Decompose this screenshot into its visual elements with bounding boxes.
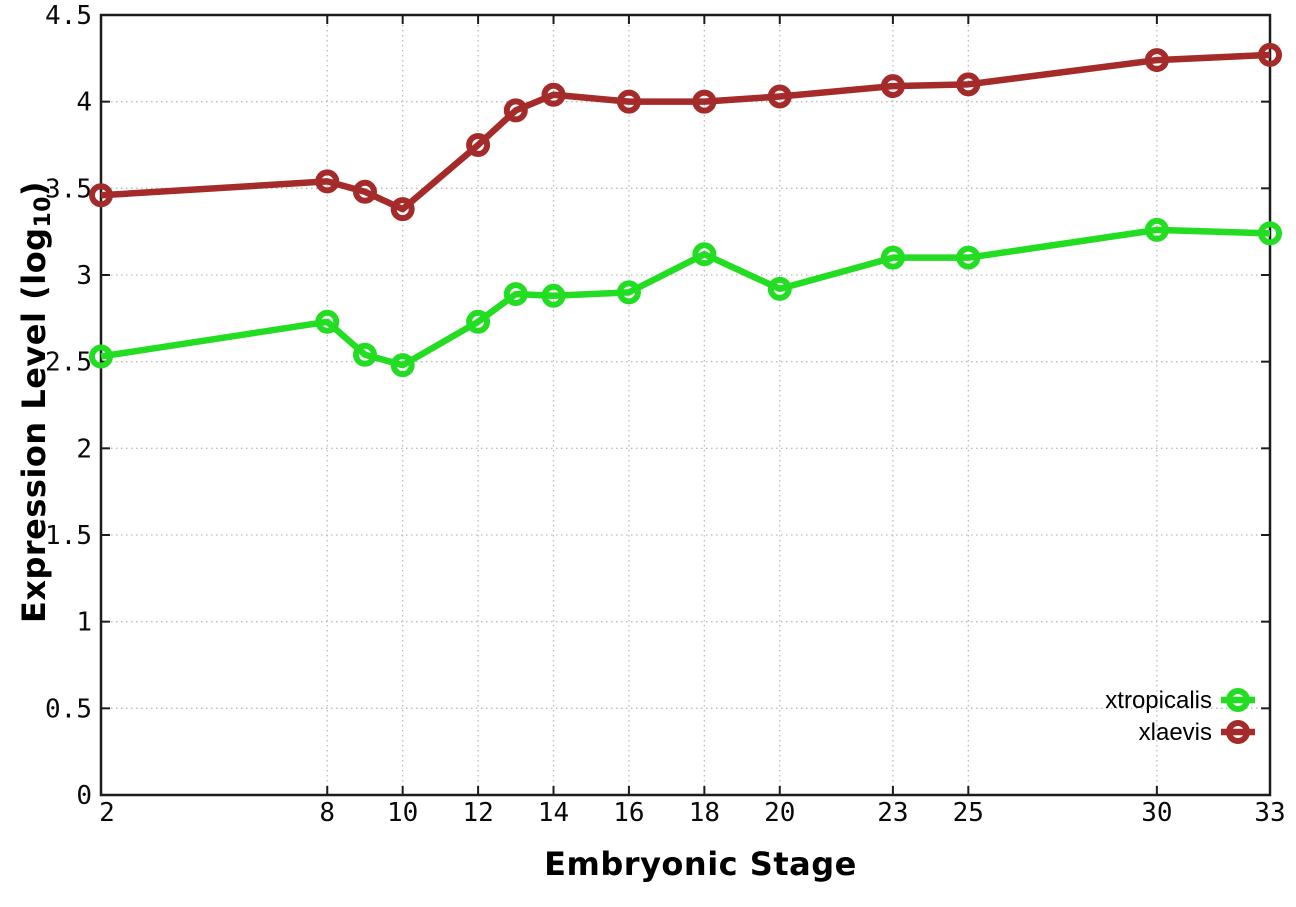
series-xlaevis-marker — [767, 84, 792, 109]
x-tick-label: 20 — [764, 798, 795, 828]
y-tick-label: 2 — [76, 434, 92, 464]
series-xtropicalis-marker — [466, 309, 491, 334]
series-xlaevis-marker — [466, 133, 491, 157]
series-xlaevis-line — [100, 51, 1271, 213]
y-tick-label: 2.5 — [45, 348, 92, 378]
y-tick-label: 1.5 — [45, 521, 92, 551]
x-tick-label: 18 — [689, 798, 720, 828]
x-tick-label: 30 — [1141, 798, 1172, 828]
y-tick-label: 0.5 — [45, 694, 92, 724]
series-xtropicalis-marker — [315, 309, 340, 334]
series-xlaevis-marker — [89, 183, 113, 208]
x-tick-label: 33 — [1254, 798, 1285, 828]
series-xlaevis-marker — [880, 74, 905, 99]
plot-border — [99, 13, 1272, 797]
series-xlaevis-marker — [541, 82, 566, 107]
series-xtropicalis-line — [100, 226, 1271, 369]
legend-marker-xlaevis — [1226, 720, 1250, 744]
y-tick-label: 3 — [76, 261, 92, 291]
x-tick-label: 10 — [387, 798, 418, 828]
series-xtropicalis-marker — [352, 342, 377, 367]
series-xtropicalis-marker — [541, 283, 566, 308]
x-tick-label: 12 — [462, 798, 493, 828]
series-xtropicalis-marker — [692, 242, 717, 267]
y-axis-title-subscript: 10 — [30, 196, 56, 228]
series-xtropicalis-marker — [956, 245, 981, 270]
x-tick-label: 25 — [953, 798, 984, 828]
series-xtropicalis-marker — [89, 344, 113, 369]
series-xtropicalis-marker — [503, 282, 528, 307]
legend-label-xtropicalis: xtropicalis — [1105, 687, 1212, 714]
legend-marker-xtropicalis — [1226, 688, 1250, 712]
x-axis-title: Embryonic Stage — [116, 845, 1285, 883]
x-tick-label: 2 — [99, 798, 115, 828]
series-xlaevis-marker — [956, 72, 981, 97]
series-xlaevis-marker — [1258, 42, 1282, 67]
legend-label-xlaevis: xlaevis — [1139, 719, 1212, 746]
y-tick-label: 4 — [76, 88, 92, 118]
x-tick-label: 14 — [538, 798, 569, 828]
series-xlaevis-marker — [315, 169, 340, 194]
series-xtropicalis-marker — [390, 353, 415, 378]
y-tick-label: 0 — [76, 781, 92, 811]
series-xlaevis-marker — [352, 179, 377, 204]
series-xtropicalis-marker — [1144, 217, 1169, 242]
series-xlaevis-marker — [616, 89, 641, 114]
series-xtropicalis-marker — [616, 280, 641, 305]
series-xlaevis-marker — [390, 197, 415, 222]
series-xlaevis-marker — [503, 98, 528, 123]
y-tick-label: 1 — [76, 608, 92, 638]
x-tick-label: 8 — [319, 798, 335, 828]
y-axis-title: Expression Level (log10) — [15, 122, 56, 682]
series-xlaevis-marker — [1144, 48, 1169, 73]
x-axis-title-text: Embryonic Stage — [544, 845, 857, 883]
series-xtropicalis-marker — [767, 276, 792, 301]
y-tick-label: 4.5 — [45, 1, 92, 31]
series-xtropicalis-marker — [1258, 221, 1282, 246]
series-xtropicalis-marker — [880, 245, 905, 270]
series-xlaevis-marker — [692, 89, 717, 114]
x-tick-label: 23 — [877, 798, 908, 828]
y-tick-label: 3.5 — [45, 174, 92, 204]
x-tick-label: 16 — [613, 798, 644, 828]
y-axis-title-text: Expression Level (log — [15, 227, 53, 624]
y-axis-title-suffix: ) — [15, 181, 53, 197]
